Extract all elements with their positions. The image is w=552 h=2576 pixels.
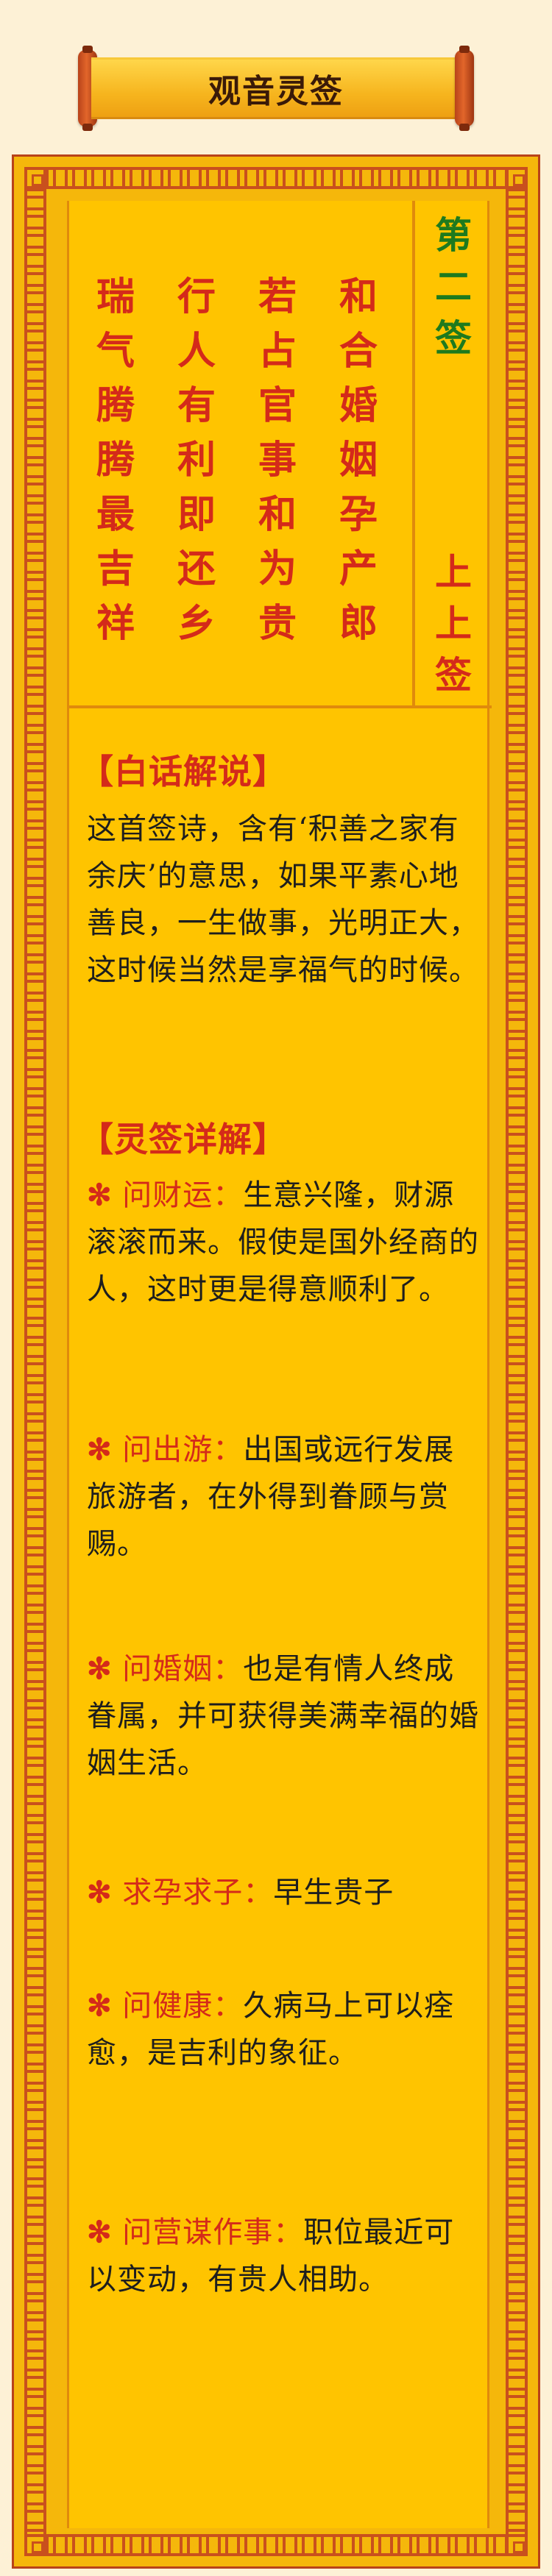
detail-item-label: 问营谋作事： (122, 2216, 304, 2249)
sign-number-char: 签 (435, 316, 472, 360)
poem-char: 即 (177, 492, 216, 537)
detail-item-children: ✻ 求孕求子：早生贵子 (87, 1869, 484, 1916)
detail-item-label: 问婚姻： (122, 1652, 244, 1686)
poem-divider (412, 201, 415, 708)
detail-item-label: 求孕求子： (122, 1876, 274, 1910)
poem-char: 腾 (96, 438, 135, 483)
plain-explanation-text: 这首签诗，含有‘积善之家有余庆’的意思，如果平素心地善良，一生做事，光明正大，这… (87, 812, 479, 987)
poem-char: 气 (96, 329, 135, 374)
detail-explanation-heading: 【灵签详解】 (79, 1120, 287, 1159)
asterisk-icon: ✻ (87, 1651, 113, 1686)
poem-char: 占 (258, 329, 297, 374)
asterisk-icon: ✻ (87, 1875, 113, 1910)
asterisk-icon: ✻ (87, 1432, 113, 1467)
detail-item-label: 问财运： (122, 1178, 244, 1212)
fret-border-top (24, 167, 528, 189)
asterisk-icon: ✻ (87, 1988, 113, 2023)
detail-item-travel: ✻ 问出游：出国或远行发展旅游者，在外得到眷顾与赏赐。 (87, 1426, 484, 1568)
poem-char: 婚 (339, 383, 378, 428)
scroll-roller-right (455, 46, 474, 131)
detail-item-career: ✻ 问营谋作事：职位最近可以变动，有贵人相助。 (87, 2209, 484, 2303)
sign-grade-char: 上 (435, 550, 472, 594)
ornamental-frame: 和 合 婚 姻 孕 产 郎 若 占 官 事 和 为 贵 (12, 154, 540, 2569)
poem-char: 祥 (96, 601, 135, 646)
detail-item-label: 问出游： (122, 1433, 244, 1467)
title-banner: 观音灵签 (78, 46, 474, 131)
poem-char: 贵 (258, 601, 297, 646)
poem-char: 孕 (339, 492, 378, 537)
poem-char: 行 (177, 274, 216, 319)
poem-char: 姻 (339, 438, 378, 483)
detail-item-wealth: ✻ 问财运：生意兴隆，财源滚滚而来。假使是国外经商的人，这时更是得意顺利了。 (87, 1172, 484, 1313)
asterisk-icon: ✻ (87, 2215, 113, 2249)
poem-char: 最 (96, 492, 135, 537)
poem-char: 人 (177, 329, 216, 374)
content-panel: 和 合 婚 姻 孕 产 郎 若 占 官 事 和 为 贵 (67, 201, 492, 2528)
poem-char: 和 (339, 274, 378, 319)
detail-item-marriage: ✻ 问婚姻：也是有情人终成眷属，并可获得美满幸福的婚姻生活。 (87, 1645, 484, 1787)
page-title: 观音灵签 (208, 73, 344, 110)
poem-column-3: 行 人 有 利 即 还 乡 (171, 270, 222, 667)
poem-char: 为 (258, 547, 297, 591)
detail-item-text: 生意兴隆，财源滚滚而来。假使是国外经商的人，这时更是得意顺利了。 (87, 1178, 479, 1306)
poem-char: 郎 (339, 601, 378, 646)
sign-number: 第 二 签 (415, 210, 492, 364)
poem-char: 乡 (177, 601, 216, 646)
poem-char: 若 (258, 274, 297, 319)
frame-corner-top-left (24, 167, 46, 189)
poem-char: 还 (177, 547, 216, 591)
sign-number-char: 第 (435, 213, 472, 257)
detail-item-label: 问健康： (122, 1989, 244, 2023)
poem-column-2: 若 占 官 事 和 为 贵 (252, 270, 303, 667)
banner-cloth: 观音灵签 (91, 57, 461, 119)
poem-char: 利 (177, 438, 216, 483)
poem-char: 官 (258, 383, 297, 428)
poem-char: 吉 (96, 547, 135, 591)
fret-border-right (506, 167, 528, 2556)
poem-columns: 和 合 婚 姻 孕 产 郎 若 占 官 事 和 为 贵 (90, 270, 384, 667)
poem-block: 和 合 婚 姻 孕 产 郎 若 占 官 事 和 为 贵 (69, 201, 492, 708)
sign-number-char: 二 (435, 265, 472, 308)
sign-grade-char: 签 (435, 653, 472, 697)
poem-column-4: 瑞 气 腾 腾 最 吉 祥 (90, 270, 141, 667)
fret-border-left (24, 167, 46, 2556)
detail-item-text: 出国或远行发展旅游者，在外得到眷顾与赏赐。 (87, 1433, 455, 1561)
detail-item-text: 久病马上可以痊愈，是吉利的象征。 (87, 1989, 455, 2070)
detail-item-text: 职位最近可以变动，有贵人相助。 (87, 2216, 455, 2296)
frame-corner-top-right (506, 167, 528, 189)
detail-item-health: ✻ 问健康：久病马上可以痊愈，是吉利的象征。 (87, 1982, 484, 2077)
frame-corner-bottom-right (506, 2534, 528, 2556)
detail-item-text: 早生贵子 (273, 1876, 394, 1910)
poem-char: 合 (339, 329, 378, 374)
poem-char: 和 (258, 492, 297, 537)
plain-explanation-heading: 【白话解说】 (79, 752, 287, 791)
detail-item-text: 也是有情人终成眷属，并可获得美满幸福的婚姻生活。 (87, 1652, 479, 1780)
poem-column-1: 和 合 婚 姻 孕 产 郎 (333, 270, 384, 667)
poem-char: 有 (177, 383, 216, 428)
sign-grade: 上 上 签 (415, 547, 492, 701)
fret-border-bottom (24, 2534, 528, 2556)
frame-corner-bottom-left (24, 2534, 46, 2556)
poem-char: 瑞 (96, 274, 135, 319)
poem-char: 腾 (96, 383, 135, 428)
poem-char: 事 (258, 438, 297, 483)
sign-grade-char: 上 (435, 602, 472, 645)
asterisk-icon: ✻ (87, 1178, 113, 1212)
poem-char: 产 (339, 547, 378, 591)
